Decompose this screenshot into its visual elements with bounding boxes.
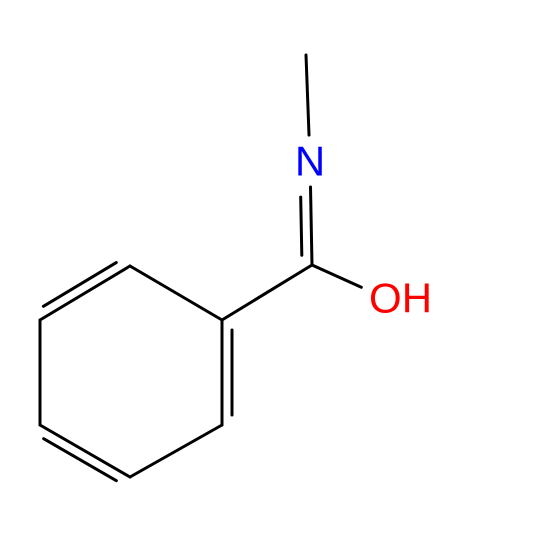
atom-label-N: N: [295, 138, 325, 185]
bond-N-C2: [310, 187, 312, 265]
bond-N-C2-inner: [301, 197, 302, 255]
molecule-diagram: N OH: [0, 0, 553, 548]
background: [0, 0, 553, 548]
atom-label-OH: OH: [369, 275, 432, 322]
